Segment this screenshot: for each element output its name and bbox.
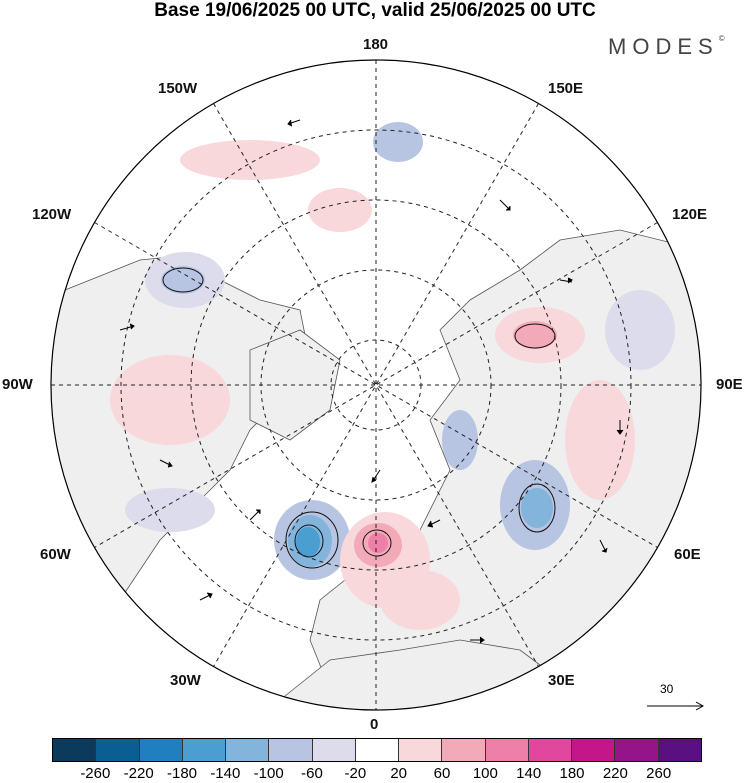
color-swatch [269, 739, 313, 761]
map-boundary [50, 59, 702, 711]
color-scale-tick: -140 [210, 765, 241, 782]
color-scale-tick: -20 [344, 765, 367, 782]
lon-label-0: 0 [370, 716, 379, 733]
color-swatch [53, 739, 97, 761]
anomaly-neg-russia-core [521, 488, 553, 528]
lon-label-150e: 150E [548, 80, 584, 97]
reference-vector-label: 30 [660, 682, 674, 696]
lon-label-30w: 30W [170, 672, 201, 689]
color-swatch [139, 739, 183, 761]
anomaly-pos-siberia-core [513, 321, 557, 349]
lon-label-90w: 90W [2, 376, 33, 393]
anomaly-pos-north-pacific [180, 140, 320, 180]
lon-label-120e: 120E [672, 206, 708, 223]
lon-label-90e: 90E [716, 376, 743, 393]
color-swatch [658, 739, 701, 761]
color-scale-tick: 260 [646, 765, 672, 782]
polar-map [50, 59, 702, 711]
wind-vectors [119, 119, 624, 644]
anomaly-pos-pacific [308, 188, 372, 232]
reference-vector-arrow [647, 701, 705, 711]
color-swatch [226, 739, 270, 761]
lon-label-150w: 150W [158, 80, 198, 97]
color-scale-bar [52, 738, 702, 762]
anomaly-pos-canada [110, 355, 230, 445]
graticule [51, 60, 701, 710]
lon-label-30e: 30E [548, 672, 575, 689]
color-scale-ticks: -260 -220 -180 -140 -100 -60 -20 20 60 100 140 180 2… [0, 765, 750, 783]
contour-lines [162, 267, 556, 569]
modes-logo: MODES© [608, 34, 725, 60]
color-scale-tick: -220 [123, 765, 154, 782]
anomaly-neg-east-siberia [605, 290, 675, 370]
anomaly-neg-atlantic-center [296, 527, 320, 557]
anomaly-fields [110, 122, 675, 630]
color-scale-tick: 220 [602, 765, 628, 782]
color-swatch [96, 739, 140, 761]
anomaly-neg-pacific [373, 122, 423, 162]
color-swatch [355, 739, 400, 761]
color-swatch [615, 739, 659, 761]
map-disk [51, 60, 701, 710]
color-scale-tick: 100 [472, 765, 498, 782]
anomaly-pos-mediterranean [380, 570, 460, 630]
anomaly-neg-alaska-core [161, 266, 205, 294]
chart-title: Base 19/06/2025 00 UTC, valid 25/06/2025… [154, 0, 596, 21]
lon-label-120w: 120W [32, 206, 72, 223]
color-scale-tick: -100 [253, 765, 284, 782]
color-swatch [312, 739, 356, 761]
color-scale-tick: 180 [559, 765, 585, 782]
color-scale-tick: -60 [301, 765, 323, 782]
color-scale-tick: 20 [390, 765, 407, 782]
color-scale-tick: -260 [80, 765, 111, 782]
anomaly-neg-west-atlantic [125, 488, 215, 532]
anomaly-pos-kazakhstan [565, 380, 635, 500]
brand-name: MODES [608, 34, 719, 59]
lon-label-60w: 60W [40, 546, 71, 563]
color-swatch [399, 739, 443, 761]
brand-mark: © [718, 34, 725, 43]
color-swatch [182, 739, 227, 761]
lon-label-180: 180 [363, 36, 389, 53]
anomaly-neg-arctic [442, 410, 478, 470]
color-swatch [442, 739, 486, 761]
color-scale-tick: -180 [166, 765, 198, 782]
color-scale-tick: 60 [433, 765, 451, 782]
color-swatch [528, 739, 573, 761]
color-swatch [572, 739, 616, 761]
anomaly-pos-europe-center [368, 533, 388, 553]
color-swatch [485, 739, 529, 761]
color-scale-tick: 140 [516, 765, 542, 782]
lon-label-60e: 60E [674, 546, 701, 563]
